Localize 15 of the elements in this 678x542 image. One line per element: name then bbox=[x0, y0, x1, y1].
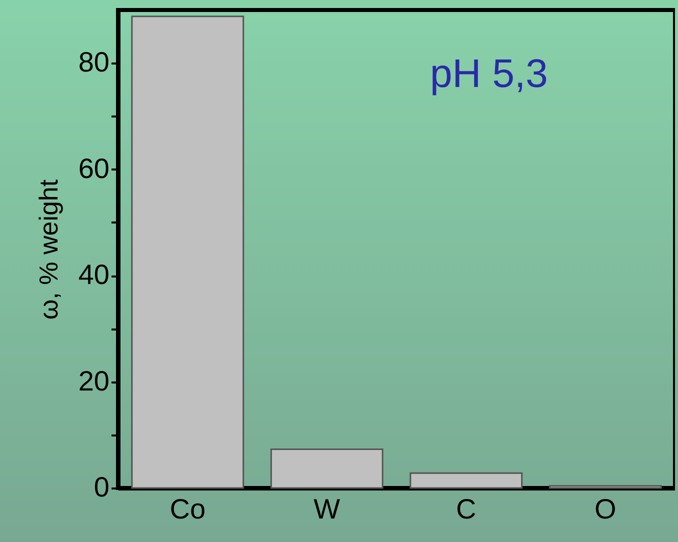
x-tick-label: O bbox=[594, 494, 616, 524]
x-tick-label: W bbox=[314, 494, 341, 524]
y-tick-label: 0 bbox=[94, 472, 110, 502]
x-tick-label: Co bbox=[170, 494, 206, 524]
bar bbox=[410, 472, 523, 489]
y-tick-label: 20 bbox=[78, 365, 110, 396]
y-tick-label: 60 bbox=[78, 152, 110, 184]
bar bbox=[131, 16, 244, 489]
y-tick-label: 40 bbox=[78, 259, 110, 290]
x-tick-label: C bbox=[456, 494, 476, 524]
bar bbox=[548, 485, 662, 489]
y-axis-title: ω, % weight bbox=[33, 178, 64, 320]
y-tick-label: 80 bbox=[78, 46, 110, 78]
bar bbox=[270, 448, 384, 489]
annotation: pH 5,3 bbox=[430, 52, 548, 96]
